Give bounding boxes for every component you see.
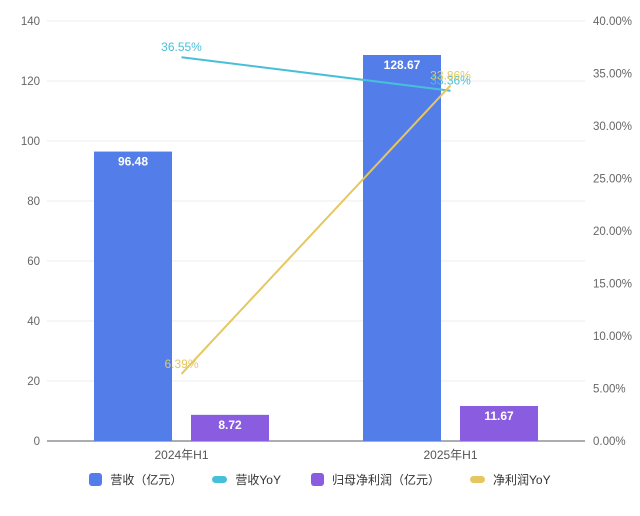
x-axis-label: 2025年H1 — [423, 448, 477, 462]
right-axis-tick-label: 25.00% — [593, 174, 632, 186]
legend-line-marker — [212, 476, 228, 483]
legend-item: 营收（亿元） — [89, 471, 182, 488]
bar-value-label: 11.67 — [484, 409, 514, 423]
legend-line-marker — [470, 476, 486, 483]
bar-value-label: 128.67 — [384, 58, 421, 72]
right-axis-tick-label: 35.00% — [593, 69, 632, 81]
right-axis-tick-label: 40.00% — [593, 16, 632, 28]
legend-square-marker — [311, 473, 324, 486]
legend-square-marker — [89, 473, 103, 486]
left-axis-tick-label: 40 — [27, 316, 40, 328]
right-axis-tick-label: 15.00% — [593, 279, 632, 291]
line-series — [180, 84, 452, 375]
left-axis-tick-label: 100 — [21, 136, 40, 148]
right-axis-tick-label: 20.00% — [593, 226, 632, 238]
bar — [191, 414, 269, 441]
right-axis-tick-label: 30.00% — [593, 121, 632, 133]
bar-value-label: 96.48 — [118, 155, 148, 169]
right-axis-tick-label: 5.00% — [593, 384, 626, 396]
bar — [363, 54, 441, 442]
line-point-label: 6.39% — [164, 357, 198, 371]
right-axis-tick-label: 0.00% — [593, 436, 626, 448]
left-axis-tick-label: 140 — [21, 16, 40, 28]
line-point-label: 33.86% — [430, 68, 471, 82]
bar — [94, 151, 172, 441]
left-axis-tick-label: 120 — [21, 76, 40, 88]
left-axis-tick-label: 60 — [27, 256, 40, 268]
legend-label: 归母净利润（亿元） — [332, 473, 441, 487]
left-axis-tick-label: 20 — [27, 376, 40, 388]
legend-item: 营收YoY — [212, 471, 281, 488]
left-axis-tick-label: 80 — [27, 196, 40, 208]
legend-label: 净利润YoY — [493, 473, 551, 487]
line-point-label: 36.55% — [161, 40, 202, 54]
right-axis-tick-label: 10.00% — [593, 331, 632, 343]
legend-label: 营收YoY — [235, 473, 281, 487]
legend-item: 归母净利润（亿元） — [311, 471, 440, 488]
left-axis-tick-label: 0 — [34, 436, 40, 448]
bar — [460, 405, 538, 441]
legend-item: 净利润YoY — [470, 471, 551, 488]
legend: 营收（亿元） 营收YoY 归母净利润（亿元） 净利润YoY — [0, 471, 640, 488]
line-point-label: 33.36% — [430, 74, 471, 88]
x-axis-label: 2024年H1 — [154, 448, 208, 462]
line-series — [181, 56, 451, 92]
legend-label: 营收（亿元） — [110, 473, 183, 487]
bar-value-label: 8.72 — [218, 418, 242, 432]
